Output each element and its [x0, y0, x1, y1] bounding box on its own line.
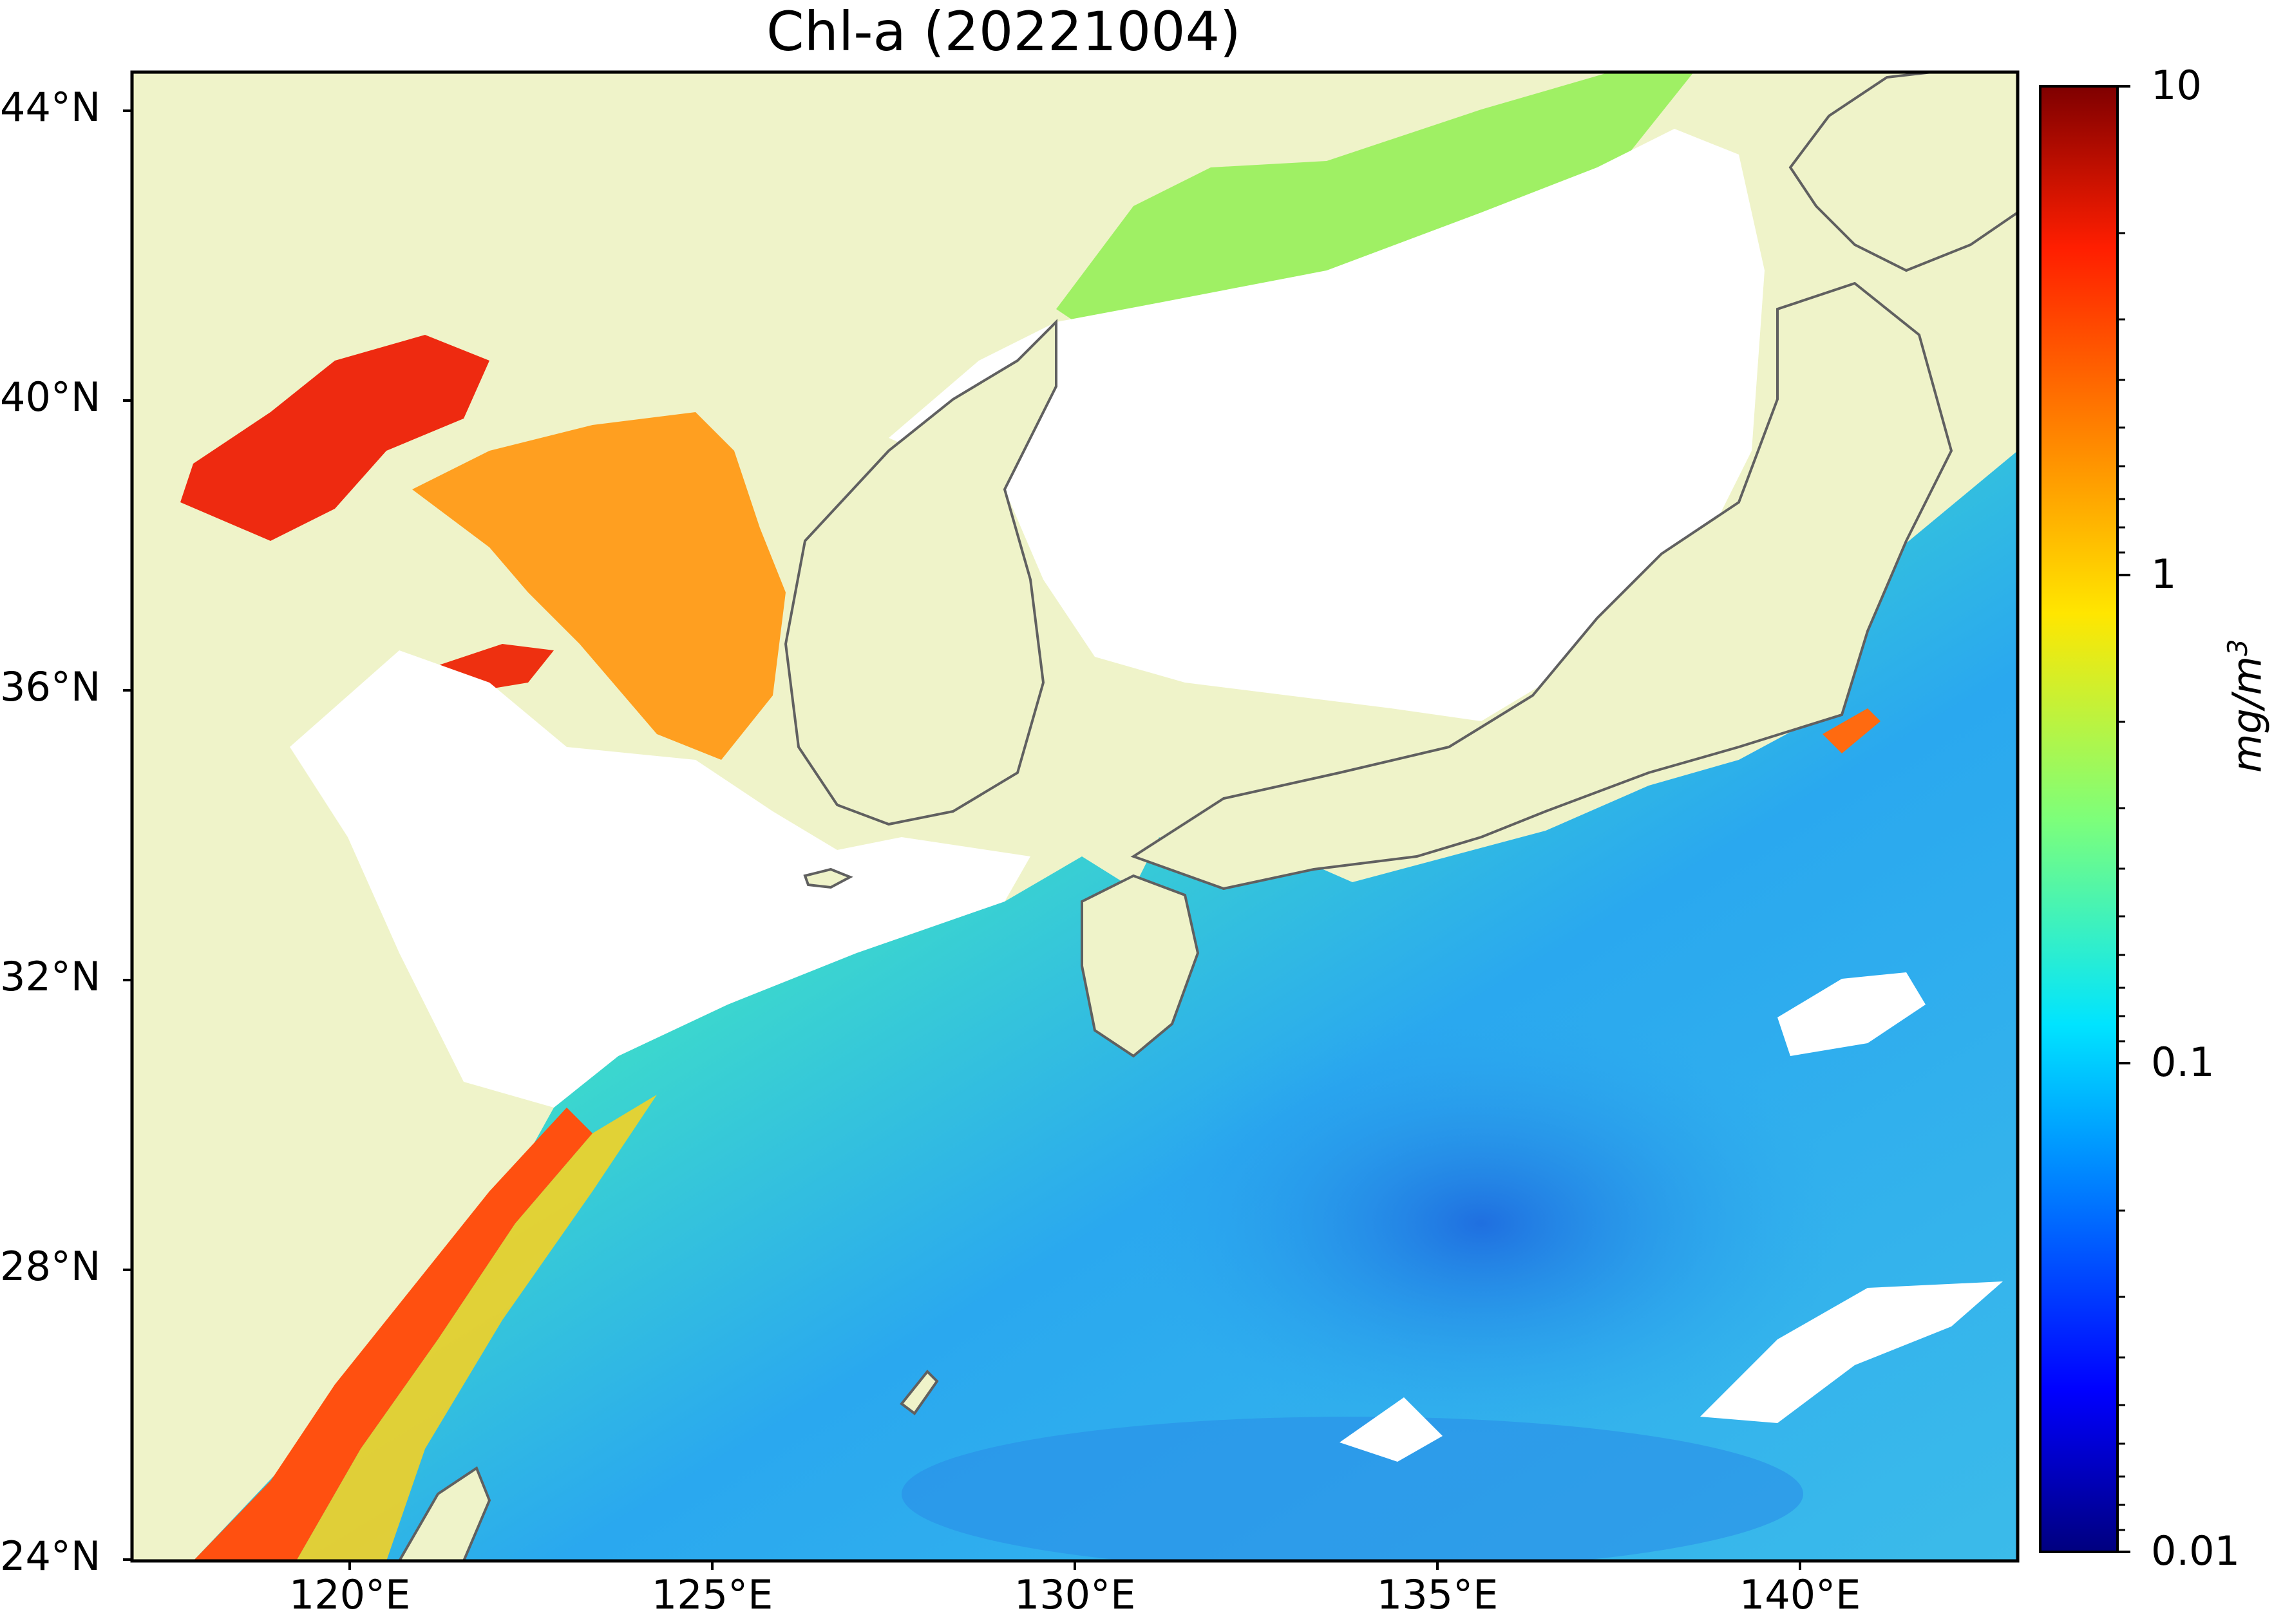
japan-kyushu: [1081, 874, 1200, 1058]
lat-label-32: 32°N: [0, 953, 101, 1000]
lon-label-130: 130°E: [1014, 1571, 1136, 1618]
lon-label-125: 125°E: [651, 1571, 773, 1618]
colorbar-unit-label: mg/m3: [2222, 639, 2271, 773]
japan-coast-high-chl: [1823, 708, 1880, 753]
lat-label-44: 44°N: [0, 84, 101, 131]
colorbar-minor-ticks: [2117, 232, 2125, 1531]
east-sea-band: [1056, 72, 1694, 361]
low-chl-south: [902, 1417, 1803, 1561]
no-data-east-sea: [889, 129, 1765, 721]
cloud-patch-1: [1777, 972, 1926, 1056]
colorbar-label-0-1: 0.1: [2151, 1039, 2215, 1086]
low-chl-core: [1121, 1005, 1842, 1442]
lat-label-24: 24°N: [0, 1533, 101, 1580]
yellow-sea-north: [412, 412, 786, 760]
colorbar: [2039, 85, 2119, 1553]
bohai-sea: [180, 335, 489, 541]
lat-ticks: [123, 109, 132, 1561]
lon-label-140: 140°E: [1739, 1571, 1861, 1618]
korean-peninsula: [784, 319, 1057, 826]
lon-label-135: 135°E: [1376, 1571, 1499, 1618]
japan-hokkaido: [1788, 72, 2018, 272]
colorbar-ticks: [2117, 85, 2130, 1553]
lon-ticks: [348, 1561, 1801, 1570]
colorbar-label-10: 10: [2151, 62, 2202, 109]
map-area: [132, 72, 2018, 1561]
coastal-mid-chl: [296, 1095, 657, 1561]
japan-honshu: [1130, 281, 1953, 891]
unit-exponent: 3: [2222, 639, 2253, 656]
unit-prefix: mg/m: [2223, 656, 2271, 773]
jeju-island: [803, 867, 853, 889]
lon-label-120: 120°E: [289, 1571, 411, 1618]
okinawa-island: [900, 1370, 939, 1415]
no-data-yellow-sea: [290, 650, 1030, 1108]
lat-label-36: 36°N: [0, 663, 101, 710]
chart-title: Chl-a (20221004): [766, 0, 1241, 63]
coastal-high-chl: [193, 1108, 592, 1561]
lat-label-40: 40°N: [0, 373, 101, 420]
lat-label-28: 28°N: [0, 1243, 101, 1290]
cloud-patch-3: [1340, 1397, 1443, 1462]
cloud-patch-2: [1700, 1281, 2003, 1423]
colorbar-label-0-01: 0.01: [2151, 1527, 2240, 1574]
colorbar-label-1: 1: [2151, 551, 2177, 598]
taiwan: [397, 1466, 491, 1561]
